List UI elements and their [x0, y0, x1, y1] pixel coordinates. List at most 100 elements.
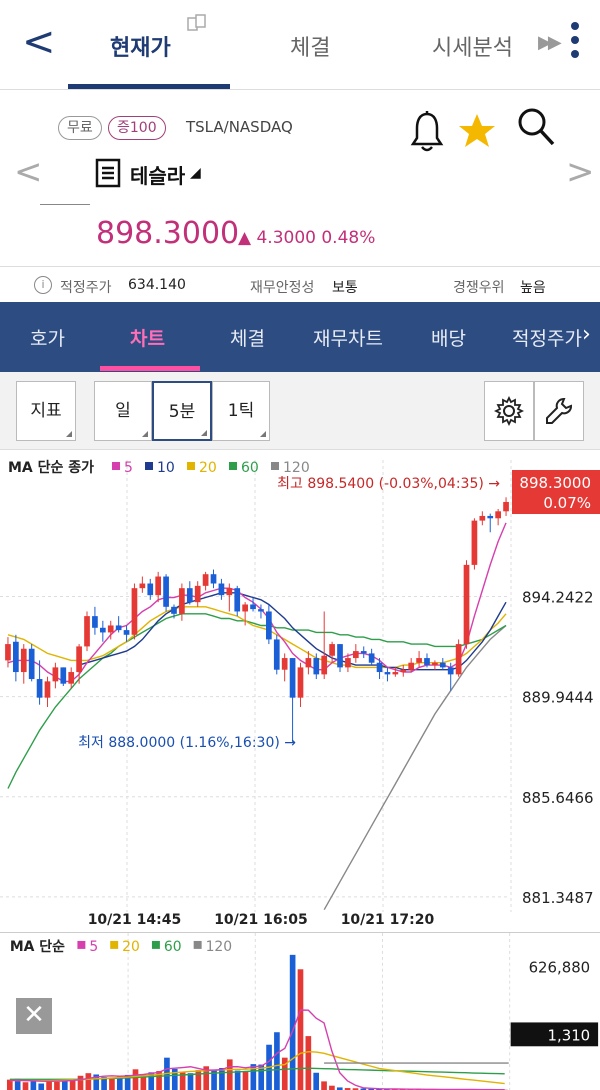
candle-body	[487, 515, 494, 519]
volume-bar	[61, 1079, 68, 1090]
volume-bar	[376, 1088, 382, 1090]
candle-body	[139, 583, 146, 589]
subtab-financial-chart[interactable]: 재무차트	[313, 328, 383, 350]
candle-body	[234, 588, 241, 612]
tab-current-price[interactable]: 현재가	[110, 36, 171, 61]
candle-body	[147, 583, 154, 596]
period-tick-button[interactable]: 1틱	[212, 381, 270, 441]
candle-body	[424, 658, 430, 666]
volume-bar	[195, 1070, 202, 1090]
info-icon[interactable]: i	[34, 276, 52, 294]
legend-swatch	[193, 940, 202, 949]
tools-button[interactable]	[534, 381, 584, 441]
legend-swatch	[110, 940, 119, 949]
volume-bar	[69, 1080, 76, 1090]
period-5min-button[interactable]: 5분	[152, 381, 212, 441]
candle-body	[194, 585, 201, 603]
candle-body	[416, 658, 422, 663]
candle-body	[392, 672, 399, 675]
prev-stock-arrow-icon[interactable]: <	[14, 152, 43, 192]
close-icon[interactable]: ✕	[16, 998, 52, 1034]
candle-body	[68, 672, 75, 684]
vol-ma20-line	[9, 1050, 505, 1085]
volume-bar	[77, 1075, 84, 1090]
volume-bar	[211, 1069, 217, 1090]
y-tick-label: 885.6466	[522, 789, 594, 807]
candle-body	[432, 662, 438, 666]
indicator-button[interactable]: 지표	[16, 381, 76, 441]
candle-body	[210, 574, 217, 584]
subtab-chart[interactable]: 차트	[130, 328, 165, 350]
favorite-star-icon[interactable]	[458, 112, 496, 150]
candle-body	[179, 588, 185, 614]
candle-body	[250, 604, 256, 610]
candle-body	[171, 606, 177, 614]
candle-body	[131, 588, 138, 635]
volume-chart[interactable]: MA 단순 5 20 60 120 626,880 1,310	[0, 932, 600, 1090]
volume-bar	[156, 1071, 162, 1090]
candle-body	[479, 515, 486, 521]
chart-toolbar: 지표 일 5분 1틱	[0, 372, 600, 450]
volume-bar	[116, 1076, 123, 1090]
copy-icon[interactable]	[186, 14, 208, 34]
volume-bar	[274, 1032, 280, 1090]
candle-body	[36, 679, 43, 698]
legend-label: 60	[241, 460, 259, 476]
next-stock-arrow-icon[interactable]: >	[566, 152, 595, 192]
fundamentals-row: i 적정주가 634.140 재무안정성 보통 경쟁우위 높음	[0, 266, 600, 302]
settings-button[interactable]	[484, 381, 534, 441]
tab-trade[interactable]: 체결	[290, 36, 331, 61]
document-icon[interactable]	[95, 158, 121, 188]
volume-bar	[360, 1088, 367, 1090]
price-chart[interactable]: 894.2422 889.9444 885.6466 881.3487 MA 단순 종가…	[0, 452, 600, 932]
current-price: 898.3000	[96, 216, 240, 251]
candle-body	[376, 662, 383, 673]
candle-body	[495, 511, 501, 519]
candle-body	[329, 644, 335, 656]
legend-label: 120	[206, 939, 233, 955]
subtab-more-arrow-icon[interactable]: ›	[582, 322, 591, 347]
volume-bar	[140, 1074, 147, 1090]
volume-bar	[171, 1068, 178, 1090]
candle-body	[84, 616, 90, 647]
tab-price-analysis[interactable]: 시세분석	[432, 36, 513, 61]
volume-bar	[132, 1069, 139, 1090]
period-day-button[interactable]: 일	[94, 381, 152, 441]
legend-swatch	[229, 462, 237, 470]
chart-title: MA 단순 종가	[8, 459, 94, 476]
y-tick-label: 894.2422	[522, 589, 594, 607]
volume-bar	[321, 1081, 327, 1090]
volume-bar	[281, 1057, 288, 1090]
legend-label: 60	[164, 939, 182, 955]
volume-bar	[109, 1077, 115, 1090]
volume-bar	[250, 1064, 257, 1090]
back-button[interactable]: <	[22, 19, 56, 65]
subtab-dividend[interactable]: 배당	[431, 328, 466, 350]
ma5-line	[7, 522, 507, 683]
candle-body	[115, 625, 122, 631]
volume-bar	[6, 1079, 13, 1090]
subtab-fair-price[interactable]: 적정주가	[512, 328, 582, 350]
volume-bar	[344, 1088, 351, 1090]
stock-dropdown-icon[interactable]: ◢	[190, 165, 201, 181]
volume-bar	[329, 1085, 335, 1090]
kebab-menu-icon[interactable]	[570, 22, 580, 64]
candle-body	[258, 609, 264, 612]
more-tabs-arrow-icon[interactable]: ▶▶	[538, 32, 562, 53]
subtab-trades[interactable]: 체결	[230, 328, 265, 350]
competition-value: 높음	[520, 280, 546, 296]
candle-body	[352, 651, 359, 659]
search-icon[interactable]	[516, 106, 556, 150]
volume-bar	[234, 1070, 241, 1090]
sub-tabs: 호가 차트 체결 재무차트 배당 적정주가 ›	[0, 302, 600, 372]
candle-body	[281, 658, 288, 670]
volume-bar	[38, 1083, 45, 1090]
stock-name[interactable]: 테슬라	[130, 164, 186, 188]
competition-label: 경쟁우위	[453, 280, 505, 296]
candle-body	[218, 583, 225, 596]
bell-icon[interactable]	[410, 110, 444, 154]
subtab-orderbook[interactable]: 호가	[30, 328, 65, 350]
legend-swatch	[145, 462, 153, 470]
last-price-box	[512, 470, 600, 514]
y-tick-label: 881.3487	[522, 889, 594, 907]
